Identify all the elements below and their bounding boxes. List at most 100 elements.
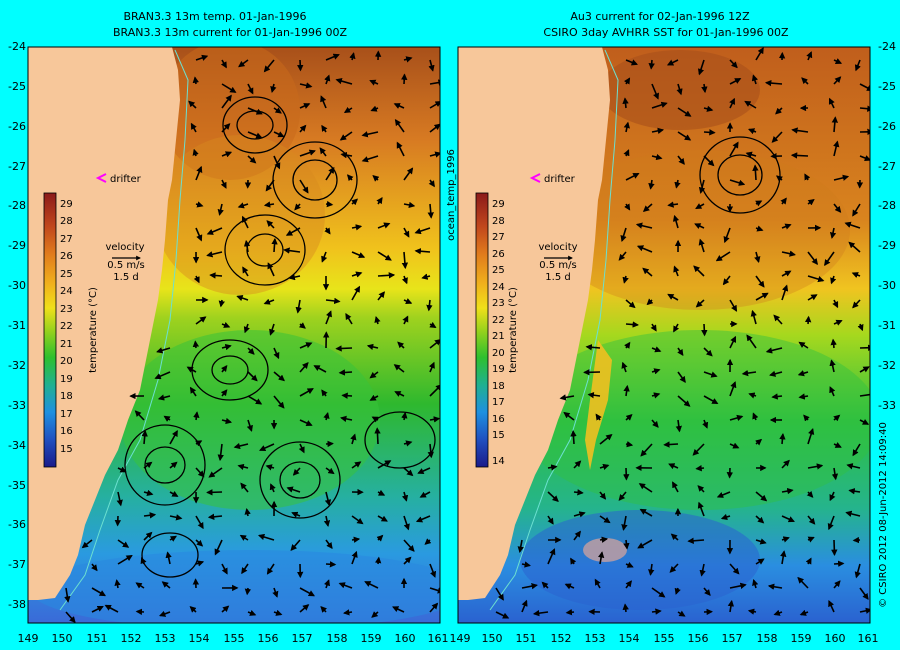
lat-tick: -32 [878,359,896,372]
current-vector-arrow [845,510,861,517]
colorbar-tick: 15 [492,430,505,441]
current-vector-arrow [427,443,434,459]
current-vector-arrow [190,122,197,133]
colorbar-tick: 22 [60,321,73,332]
current-vector-arrow [769,370,783,377]
current-vector-arrow [677,131,692,141]
lat-axis-right: -24 -25 -26 -27 -28 -29 -30 -31 -32 -33 [878,40,896,412]
lon-tick: 154 [619,632,640,645]
current-vector-arrow [828,600,835,613]
current-vector-arrow [754,251,761,264]
current-vector-arrow [798,341,809,349]
current-vector-arrow [677,347,684,356]
colorbar-tick: 24 [60,286,73,297]
current-vector-arrow [259,443,275,452]
current-vector-arrow [699,563,706,577]
current-vector-arrow [221,83,237,93]
current-vector-arrow [403,440,413,447]
current-vector-arrow [859,587,869,600]
current-vector-arrow [403,298,413,304]
current-vector-arrow [394,391,405,397]
current-vector-arrow [141,430,148,445]
current-vector-arrow [247,83,254,95]
current-vector-arrow [403,556,412,565]
current-vector-arrow [755,275,765,288]
current-vector-arrow [377,272,396,279]
current-vector-arrow [852,299,861,309]
current-vector-arrow [271,237,278,253]
current-vector-arrow [547,491,559,502]
current-vector-arrow [247,371,258,382]
current-vector-arrow [273,131,285,138]
current-vector-arrow [236,295,249,302]
current-vector-arrow [266,220,275,229]
current-vector-arrow [722,275,731,286]
right-map-panel [457,46,871,624]
current-vector-arrow [668,463,679,470]
current-vector-arrow [752,578,759,589]
current-vector-arrow [143,531,153,541]
lat-tick: -24 [8,40,26,53]
current-vector-arrow [824,251,835,267]
velocity-scale-time: 1.5 d [113,272,138,283]
lat-tick: -28 [8,199,26,212]
lon-tick: 157 [722,632,743,645]
current-vector-arrow [807,199,815,206]
current-vector-arrow [403,56,413,63]
current-vector-arrow [239,534,249,541]
current-vector-arrow [599,515,611,524]
current-vector-arrow [241,563,249,575]
current-vector-arrow [687,537,705,544]
current-vector-arrow [117,466,127,473]
current-vector-arrow [779,433,786,445]
current-vector-arrow [351,536,361,543]
current-vector-arrow [622,97,629,109]
current-vector-arrow [273,107,282,114]
current-vector-arrow [290,539,301,551]
current-vector-arrow [221,605,230,613]
current-vector-arrow [674,587,681,595]
current-vector-arrow [154,371,171,380]
current-vector-arrow [703,587,711,596]
current-vector-arrow [241,215,249,229]
current-vector-arrow [273,609,283,616]
current-vector-arrow [622,275,629,284]
lon-tick: 151 [87,632,108,645]
current-vector-arrow [703,105,714,112]
current-vector-arrow [729,381,737,397]
current-vector-arrow [377,489,386,496]
current-vector-arrow [396,141,405,157]
left-land [28,47,180,600]
colorbar-tick: 17 [60,409,73,420]
lat-tick: -29 [878,239,896,252]
velocity-label: velocity [538,242,577,253]
current-vector-arrow [195,227,203,242]
current-vector-arrow [729,582,747,589]
lat-tick: -25 [878,80,896,93]
current-vector-arrow [570,430,577,445]
current-vector-arrow [702,419,709,429]
current-vector-arrow [341,392,353,399]
current-vector-arrow [807,536,815,543]
current-vector-arrow [263,59,275,73]
current-vector-arrow [195,515,204,530]
current-vector-arrow [364,581,379,589]
current-vector-arrow [570,557,577,565]
drifter-marker-icon [95,173,107,183]
current-vector-arrow [192,76,199,85]
current-vector-arrow [323,515,331,527]
current-vector-arrow [804,315,812,325]
current-vector-arrow [298,443,305,454]
left-title-line1: BRAN3.3 13m temp. 01-Jan-1996 [124,10,307,23]
current-vector-arrow [117,555,133,565]
current-vector-arrow [564,583,575,590]
current-vector-arrow [374,427,381,445]
current-vector-arrow [429,339,440,349]
lat-tick: -36 [8,518,26,531]
velocity-scale-time: 1.5 d [545,272,570,283]
current-vector-arrow [299,419,313,427]
colorbar-tick: 27 [492,232,505,243]
lon-tick: 156 [688,632,709,645]
current-vector-arrow [729,442,740,449]
current-vector-arrow [325,200,334,208]
